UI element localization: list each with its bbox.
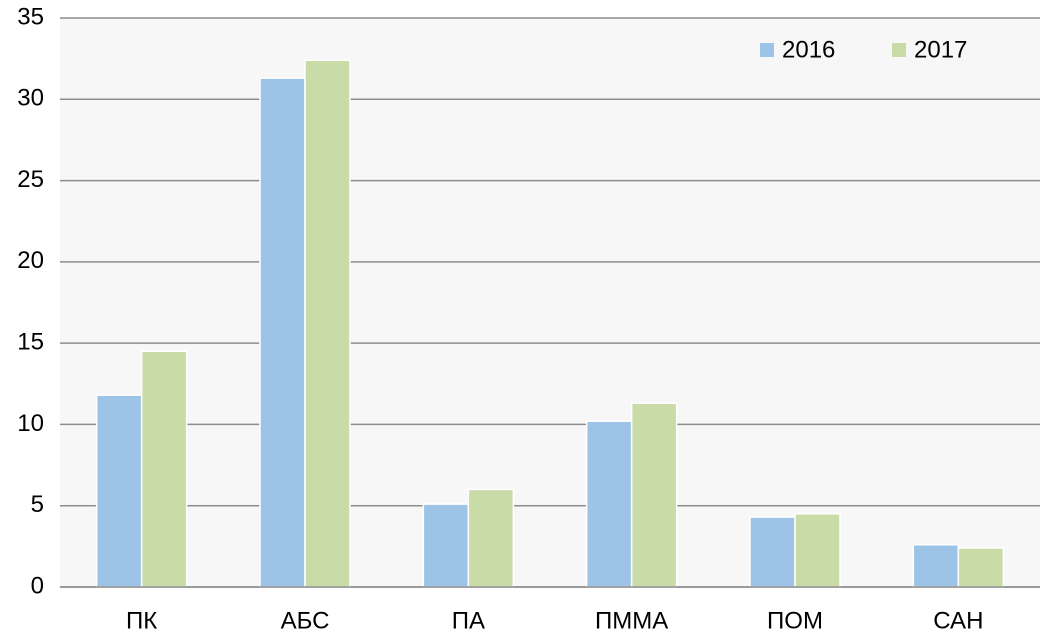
legend-label: 2016 (782, 36, 835, 63)
y-tick-label: 10 (17, 410, 44, 437)
x-tick-label: САН (933, 607, 983, 634)
bar (957, 547, 1005, 588)
y-tick-label: 25 (17, 166, 44, 193)
x-tick-label: ПОМ (767, 607, 823, 634)
plot-background (60, 18, 1040, 587)
x-tick-label: ПММА (595, 607, 668, 634)
bar (749, 516, 796, 588)
x-tick-label: АБС (281, 607, 330, 634)
bar (259, 77, 306, 588)
bar (140, 350, 188, 588)
bar (794, 513, 841, 588)
y-tick-label: 15 (17, 328, 44, 355)
y-tick-label: 5 (31, 491, 44, 518)
x-tick-label: ПА (452, 607, 485, 634)
bar (95, 394, 143, 588)
y-tick-label: 30 (17, 85, 44, 112)
legend-swatch (892, 43, 906, 57)
bar (422, 503, 470, 588)
legend-swatch (760, 43, 774, 57)
bar (304, 59, 351, 588)
bar (585, 420, 633, 588)
bar (912, 543, 960, 588)
legend-label: 2017 (914, 36, 967, 63)
y-tick-label: 20 (17, 247, 44, 274)
bar (467, 488, 515, 588)
y-tick-label: 0 (31, 572, 44, 599)
x-tick-label: ПК (126, 607, 157, 634)
y-tick-label: 35 (17, 3, 44, 30)
bar (630, 402, 678, 588)
